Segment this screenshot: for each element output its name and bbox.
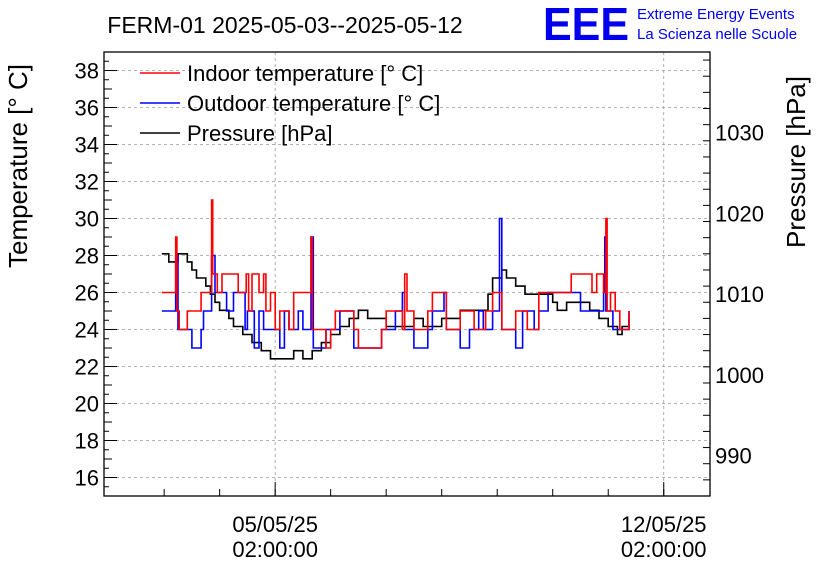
y-tick-label: 28 xyxy=(75,244,99,269)
legend: Indoor temperature [° C] Outdoor temperat… xyxy=(140,61,440,146)
y-tick-label: 30 xyxy=(75,207,99,232)
logo: EEE Extreme Energy Events La Scienza nel… xyxy=(543,0,797,50)
x-tick-label-date: 05/05/25 xyxy=(232,512,318,537)
x-tick-label-time: 02:00:00 xyxy=(232,537,318,562)
ticks: 16 18 20 22 24 26 28 30 32 34 36 38 990 1000 1010 1020 1… xyxy=(75,51,764,562)
logo-line1: Extreme Energy Events xyxy=(637,6,795,23)
y-axis-label: Temperature [° C] xyxy=(3,64,33,268)
chart-title: FERM-01 2025-05-03--2025-05-12 xyxy=(107,12,462,38)
y2-tick-label: 1020 xyxy=(715,201,764,226)
y-tick-label: 26 xyxy=(75,281,99,306)
y-tick-label: 24 xyxy=(75,318,99,343)
x-tick-label-date: 12/05/25 xyxy=(621,512,707,537)
x-tick-label-time: 02:00:00 xyxy=(621,537,707,562)
legend-label-1: Outdoor temperature [° C] xyxy=(187,91,440,116)
series-line-0 xyxy=(161,199,630,349)
y-tick-label: 16 xyxy=(75,466,99,491)
y2-axis-label: Pressure [hPa] xyxy=(781,76,811,248)
grid xyxy=(104,52,710,496)
y2-tick-label: 1030 xyxy=(715,121,764,146)
y2-tick-label: 990 xyxy=(715,444,752,469)
legend-label-0: Indoor temperature [° C] xyxy=(187,61,423,86)
logo-line2: La Scienza nelle Scuole xyxy=(637,26,797,43)
logo-mark: EEE xyxy=(543,0,629,50)
y-tick-label: 22 xyxy=(75,355,99,380)
y-tick-label: 18 xyxy=(75,429,99,454)
y-tick-label: 32 xyxy=(75,170,99,195)
legend-label-2: Pressure [hPa] xyxy=(187,121,333,146)
y2-tick-label: 1010 xyxy=(715,282,764,307)
y-tick-label: 34 xyxy=(75,133,99,158)
y-tick-label: 20 xyxy=(75,392,99,417)
y2-tick-label: 1000 xyxy=(715,363,764,388)
y-tick-label: 38 xyxy=(75,59,99,84)
y-tick-label: 36 xyxy=(75,96,99,121)
series-layer xyxy=(161,199,630,360)
